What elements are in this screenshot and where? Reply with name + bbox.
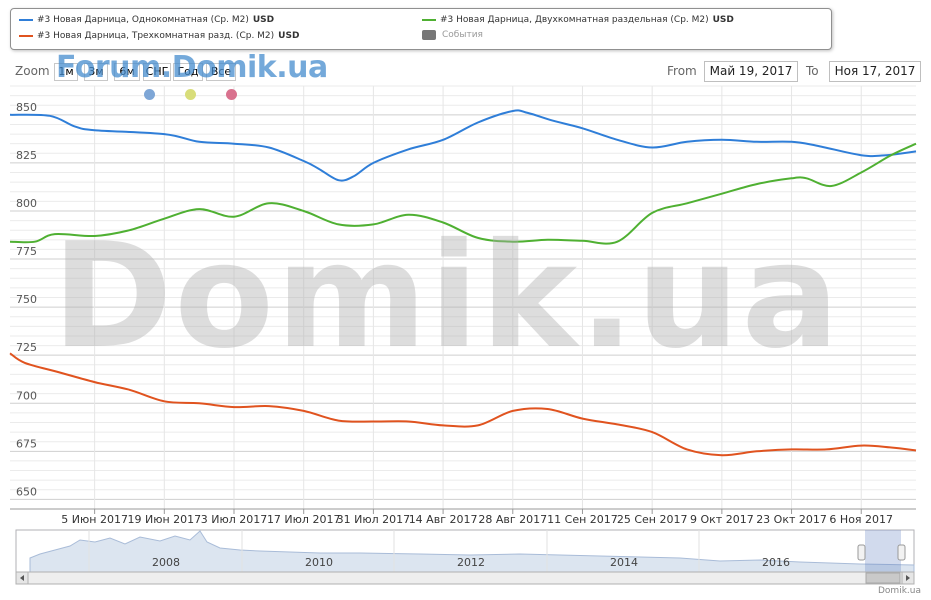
navigator-right-handle[interactable] — [897, 544, 906, 561]
navigator-year-label: 2016 — [762, 556, 790, 569]
zoom-ytd-button[interactable]: СНГ — [143, 63, 171, 81]
to-label: To — [806, 64, 819, 78]
y-tick-label: 775 — [16, 245, 37, 258]
navigator-mask — [865, 530, 901, 572]
navigator-left-handle[interactable] — [857, 544, 866, 561]
navigator-year-label: 2008 — [152, 556, 180, 569]
zoom-1m-button[interactable]: 1м — [54, 63, 78, 81]
chart-legend: #3 Новая Дарница, Однокомнатная (Ср. М2)… — [10, 8, 832, 50]
y-tick-label: 800 — [16, 197, 37, 210]
zoom-label: Zoom — [15, 64, 50, 78]
x-tick-label: 6 Ноя 2017 — [829, 513, 893, 526]
series-line-1 — [9, 142, 917, 245]
legend-item-two-room[interactable]: #3 Новая Дарница, Двухкомнатная раздельн… — [422, 15, 734, 25]
navigator[interactable]: 2008 2010 2012 2014 2016 — [0, 528, 931, 588]
y-tick-label: 700 — [16, 389, 37, 402]
legend-label: События — [442, 30, 483, 40]
legend-swatch-icon — [422, 19, 436, 21]
series-line-2 — [9, 352, 917, 457]
x-tick-label: 9 Окт 2017 — [690, 513, 754, 526]
credits-link[interactable]: Domik.ua — [878, 586, 921, 596]
navigator-year-labels: 2008 2010 2012 2014 2016 — [88, 530, 790, 572]
legend-unit: USD — [712, 15, 734, 25]
from-date-input[interactable]: Май 19, 2017 — [704, 61, 798, 82]
legend-item-events[interactable]: События — [422, 30, 483, 40]
y-tick-label: 825 — [16, 149, 37, 162]
x-tick-label: 3 Июл 2017 — [201, 513, 268, 526]
scrollbar-track[interactable] — [15, 571, 915, 585]
legend-label: #3 Новая Дарница, Трехкомнатная разд. (С… — [37, 31, 275, 41]
from-label: From — [667, 64, 697, 78]
navigator-year-label: 2012 — [457, 556, 485, 569]
legend-label: #3 Новая Дарница, Двухкомнатная раздельн… — [440, 15, 709, 25]
navigator-area — [29, 530, 915, 573]
legend-unit: USD — [278, 31, 300, 41]
zoom-6m-button[interactable]: 6м — [114, 63, 140, 81]
zoom-1y-button[interactable]: Год — [173, 63, 203, 81]
y-tick-label: 650 — [16, 485, 37, 498]
x-tick-label: 19 Июн 2017 — [127, 513, 201, 526]
y-tick-label: 850 — [16, 101, 37, 114]
y-axis: 650 675 700 725 750 775 800 825 850 — [16, 101, 37, 499]
legend-unit: USD — [252, 15, 275, 25]
x-tick-label: 23 Окт 2017 — [756, 513, 827, 526]
to-date-input[interactable]: Ноя 17, 2017 — [829, 61, 921, 82]
navigator-year-label: 2010 — [305, 556, 333, 569]
arrow-right-icon — [906, 575, 910, 581]
y-tick-label: 750 — [16, 293, 37, 306]
x-tick-label: 17 Июл 2017 — [267, 513, 341, 526]
x-tick-label: 14 Авг 2017 — [409, 513, 478, 526]
legend-item-one-room[interactable]: #3 Новая Дарница, Однокомнатная (Ср. М2)… — [19, 15, 274, 25]
legend-label: #3 Новая Дарница, Однокомнатная (Ср. М2) — [37, 15, 249, 25]
x-tick-label: 5 Июн 2017 — [61, 513, 128, 526]
legend-swatch-icon — [19, 19, 33, 21]
event-marker-yellow[interactable] — [185, 89, 196, 100]
x-tick-label: 31 Июл 2017 — [337, 513, 411, 526]
events-flag-icon — [422, 30, 436, 40]
navigator-year-label: 2014 — [610, 556, 638, 569]
series-line-0 — [9, 109, 917, 182]
event-marker-blue[interactable] — [144, 89, 155, 100]
legend-swatch-icon — [19, 35, 33, 37]
x-axis: 5 Июн 2017 19 Июн 2017 3 Июл 2017 17 Июл 20… — [10, 508, 916, 526]
arrow-left-icon — [20, 575, 24, 581]
x-tick-label: 28 Авг 2017 — [478, 513, 547, 526]
scrollbar-thumb[interactable] — [865, 572, 901, 584]
zoom-3m-button[interactable]: 3м — [84, 63, 108, 81]
forum-domik-watermark: Forum.Domik.ua — [56, 50, 328, 85]
domik-watermark: Domik.ua — [52, 212, 842, 381]
zoom-all-button[interactable]: Все — [206, 63, 236, 81]
x-tick-label: 25 Сен 2017 — [617, 513, 688, 526]
event-marker-pink[interactable] — [226, 89, 237, 100]
series-lines — [9, 109, 917, 457]
legend-item-three-room[interactable]: #3 Новая Дарница, Трехкомнатная разд. (С… — [19, 31, 299, 41]
y-tick-label: 675 — [16, 437, 37, 450]
x-tick-label: 11 Сен 2017 — [547, 513, 618, 526]
y-tick-label: 725 — [16, 341, 37, 354]
